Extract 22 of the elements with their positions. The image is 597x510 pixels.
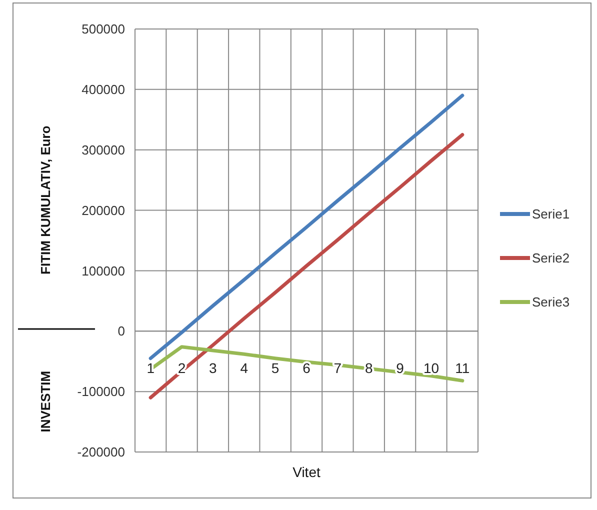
y-tick-label: 0 (118, 324, 125, 339)
legend-label: Serie3 (532, 294, 570, 310)
text: INVESTIM (38, 370, 53, 432)
x-tick-label: 5 (271, 360, 280, 376)
line-series (148, 94, 464, 360)
y-tick-label: 100000 (82, 263, 125, 278)
x-tick-label: 11 (455, 360, 470, 376)
x-tick-label: 6 (302, 360, 311, 376)
legend-label: Serie1 (532, 206, 570, 222)
x-tick-label: 3 (209, 360, 218, 376)
x-axis-title: Vitet (292, 464, 320, 480)
y-tick-label: 500000 (82, 22, 125, 37)
legend-label: Serie2 (532, 250, 570, 266)
y-axis-title: FITIM KUMULATIV, Euro (38, 126, 53, 274)
y-tick-label: -100000 (77, 384, 125, 400)
y-tick-label: -200000 (77, 444, 125, 460)
x-tick-label: 4 (240, 360, 248, 376)
y-tick-label: 400000 (82, 82, 125, 97)
x-tick-label: 10 (423, 360, 440, 376)
y-tick-label: 200000 (82, 202, 125, 218)
y-tick-label: 300000 (82, 142, 125, 158)
x-tick-label: 8 (364, 360, 373, 376)
